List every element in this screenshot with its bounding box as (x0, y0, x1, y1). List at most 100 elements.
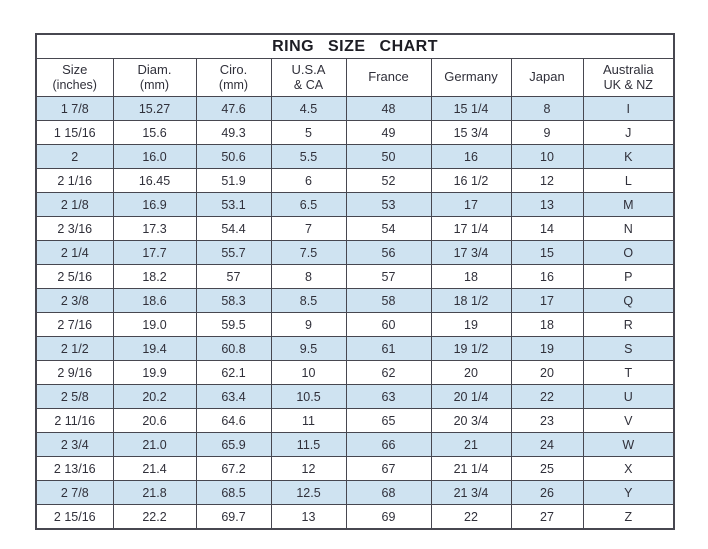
table-cell: 67.2 (195, 456, 272, 481)
table-cell: 19 1/2 (430, 336, 512, 361)
table-cell: 50.6 (195, 144, 272, 169)
column-header: Australia UK & NZ (582, 58, 675, 97)
table-cell: 2 5/8 (35, 384, 114, 409)
table-cell: 69.7 (195, 504, 272, 530)
table-cell: 65.9 (195, 432, 272, 457)
table-cell: 2 1/4 (35, 240, 114, 265)
table-cell: J (582, 120, 675, 145)
table-cell: 16.45 (112, 168, 197, 193)
table-cell: 10.5 (270, 384, 347, 409)
table-cell: 12 (270, 456, 347, 481)
table-cell: 2 3/8 (35, 288, 114, 313)
table-cell: 47.6 (195, 96, 272, 121)
column-header-label: Size (62, 61, 88, 77)
table-cell: 22 (510, 384, 584, 409)
table-cell: 25 (510, 456, 584, 481)
table-body: 1 7/8 15.27 47.6 4.5 48 15 1/4 8 I 1 15/16 15.6 49… (35, 96, 675, 530)
table-cell: 66 (345, 432, 432, 457)
table-cell: 57 (345, 264, 432, 289)
table-cell: 17.7 (112, 240, 197, 265)
table-cell: 2 11/16 (35, 408, 114, 433)
table-cell: 9 (510, 120, 584, 145)
column-header: Size (inches) (35, 58, 114, 97)
table-cell: 13 (270, 504, 347, 530)
table-cell: 58.3 (195, 288, 272, 313)
table-cell: I (582, 96, 675, 121)
table-cell: 57 (195, 264, 272, 289)
table-cell: 23 (510, 408, 584, 433)
table-cell: O (582, 240, 675, 265)
column-header: France (345, 58, 432, 97)
table-cell: 18 (430, 264, 512, 289)
table-cell: 65 (345, 408, 432, 433)
table-cell: 5 (270, 120, 347, 145)
table-cell: 54 (345, 216, 432, 241)
column-header-label: Diam. (137, 61, 172, 77)
table-cell: 2 1/16 (35, 168, 114, 193)
table-cell: 11.5 (270, 432, 347, 457)
table-cell: N (582, 216, 675, 241)
column-header: U.S.A & CA (270, 58, 347, 97)
table-cell: 2 9/16 (35, 360, 114, 385)
table-cell: Z (582, 504, 675, 530)
table-cell: 69 (345, 504, 432, 530)
table-row: 2 7/8 21.8 68.5 12.5 68 21 3/4 26 Y (35, 480, 675, 505)
table-cell: 16 1/2 (430, 168, 512, 193)
table-cell: 20 3/4 (430, 408, 512, 433)
table-cell: 6.5 (270, 192, 347, 217)
table-cell: R (582, 312, 675, 337)
table-cell: 16 (510, 264, 584, 289)
table-row: 2 5/8 20.2 63.4 10.5 63 20 1/4 22 U (35, 384, 675, 409)
table-cell: 16 (430, 144, 512, 169)
table-cell: 2 5/16 (35, 264, 114, 289)
table-row: 1 7/8 15.27 47.6 4.5 48 15 1/4 8 I (35, 96, 675, 121)
column-header: Diam. (mm) (112, 58, 197, 97)
table-cell: 15 1/4 (430, 96, 512, 121)
table-cell: 21.0 (112, 432, 197, 457)
table-cell: Y (582, 480, 675, 505)
table-cell: 62.1 (195, 360, 272, 385)
table-cell: 20.2 (112, 384, 197, 409)
table-cell: 17 (510, 288, 584, 313)
ring-size-chart: RING SIZE CHART Size (inches) Diam. (mm) Cir… (35, 33, 676, 530)
table-cell: 67 (345, 456, 432, 481)
table-cell: 20.6 (112, 408, 197, 433)
table-cell: 26 (510, 480, 584, 505)
column-header-label: Ciro. (219, 61, 248, 77)
column-header-label: Australia (603, 61, 654, 77)
table-cell: 1 15/16 (35, 120, 114, 145)
column-header-label: Japan (529, 69, 565, 85)
table-cell: 2 7/8 (35, 480, 114, 505)
table-cell: 2 3/16 (35, 216, 114, 241)
table-cell: 18 (510, 312, 584, 337)
table-cell: 20 1/4 (430, 384, 512, 409)
table-cell: 7.5 (270, 240, 347, 265)
table-cell: 9 (270, 312, 347, 337)
table-cell: 27 (510, 504, 584, 530)
table-cell: 58 (345, 288, 432, 313)
table-cell: 63 (345, 384, 432, 409)
table-cell: 20 (430, 360, 512, 385)
table-cell: 24 (510, 432, 584, 457)
table-cell: 62 (345, 360, 432, 385)
table-row: 2 7/16 19.0 59.5 9 60 19 18 R (35, 312, 675, 337)
table-cell: M (582, 192, 675, 217)
column-header: Germany (430, 58, 512, 97)
table-cell: 2 (35, 144, 114, 169)
table-row: 2 1/4 17.7 55.7 7.5 56 17 3/4 15 O (35, 240, 675, 265)
column-header: Ciro. (mm) (195, 58, 272, 97)
table-cell: 68 (345, 480, 432, 505)
table-cell: 21 (430, 432, 512, 457)
table-cell: 61 (345, 336, 432, 361)
title-row: RING SIZE CHART (35, 33, 675, 59)
table-cell: 2 3/4 (35, 432, 114, 457)
table-cell: 18.2 (112, 264, 197, 289)
table-cell: 15 3/4 (430, 120, 512, 145)
table-cell: 68.5 (195, 480, 272, 505)
table-row: 2 1/8 16.9 53.1 6.5 53 17 13 M (35, 192, 675, 217)
table-row: 2 11/16 20.6 64.6 11 65 20 3/4 23 V (35, 408, 675, 433)
table-cell: 7 (270, 216, 347, 241)
table-cell: 49 (345, 120, 432, 145)
column-header-sublabel: (inches) (52, 77, 97, 92)
